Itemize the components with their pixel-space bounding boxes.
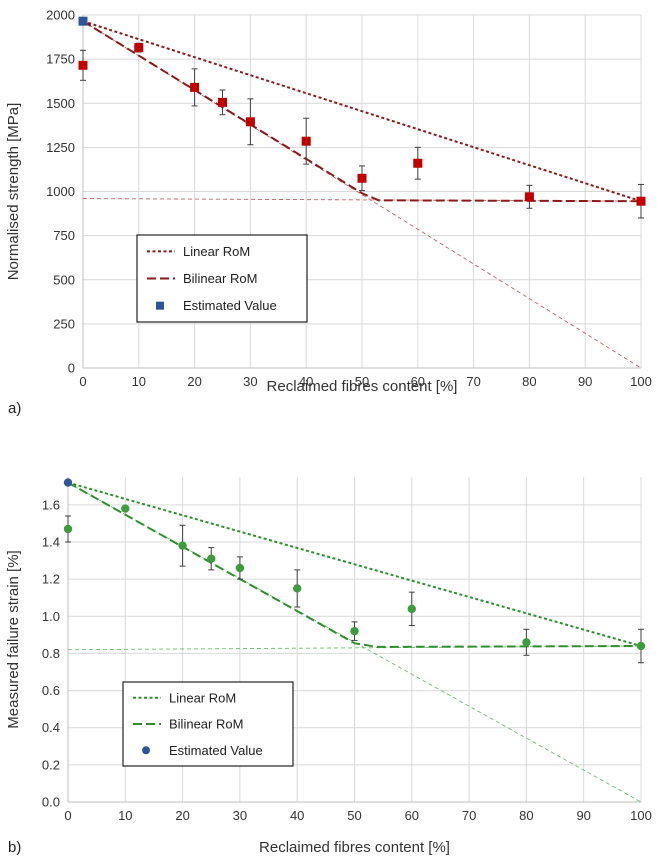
c0-legend-label-estimated-value: Estimated Value <box>183 298 277 313</box>
c1-measured-point <box>207 554 216 563</box>
c0-x-tick-label: 10 <box>132 374 146 389</box>
c0-x-tick-label: 50 <box>355 374 369 389</box>
c0-y-tick-label: 1250 <box>46 140 75 155</box>
c1-x-tick-label: 60 <box>405 808 419 823</box>
c1-y-tick-label: 1.2 <box>42 572 60 587</box>
c0-panel-label: a) <box>8 400 21 417</box>
c1-legend-label-bilinear-rom: Bilinear RoM <box>169 717 243 732</box>
c1-x-tick-label: 10 <box>118 808 132 823</box>
c1-guide-line <box>67 645 642 651</box>
c0-legend: Linear RoM Bilinear RoM Estimated Value <box>136 234 308 323</box>
c0-legend-label-linear-rom: Linear RoM <box>183 244 250 259</box>
c1-y-tick-label: 0.6 <box>42 683 60 698</box>
c0-linear-rom-line <box>82 20 642 203</box>
c0-y-tick-label: 500 <box>53 272 75 287</box>
c0-legend-swatch-estimated-value <box>156 301 164 310</box>
c1-measured-point <box>350 626 359 636</box>
c0-measured-point <box>413 158 423 168</box>
c0-x-tick-label: 20 <box>187 374 201 389</box>
c1-measured-point <box>636 641 646 651</box>
c0-y-tick-label: 1750 <box>46 52 75 67</box>
c0-x-tick-label: 40 <box>299 374 313 389</box>
c1-x-tick-label: 0 <box>64 808 71 823</box>
c0-y-axis-label: Normalised strength [MPa] <box>5 103 22 281</box>
c0-x-tick-label: 90 <box>578 374 592 389</box>
c0-measured-point <box>190 82 200 92</box>
c1-y-tick-label: 1.4 <box>42 535 60 550</box>
c0-x-tick-label: 60 <box>411 374 425 389</box>
c1-measured-point <box>522 638 531 647</box>
c1-guide-line <box>67 482 642 803</box>
c1-x-tick-label: 30 <box>233 808 247 823</box>
c1-x-tick-label: 90 <box>576 808 590 823</box>
c1-measured-point <box>178 541 187 550</box>
c0-measured-point <box>134 43 144 53</box>
c0-x-tick-label: 0 <box>79 374 86 389</box>
c1-y-tick-label: 0.8 <box>42 646 60 661</box>
c1-legend: Linear RoM Bilinear RoM Estimated Value <box>122 681 294 767</box>
c1-x-tick-label: 50 <box>347 808 361 823</box>
c0-measured-point <box>636 196 646 206</box>
c0-y-tick-label: 1500 <box>46 96 75 111</box>
c1-y-tick-label: 1.0 <box>42 609 60 624</box>
c1-measured-point <box>407 604 416 614</box>
c0-measured-point <box>78 60 88 70</box>
c0-x-tick-label: 30 <box>243 374 257 389</box>
c0-measured-point <box>218 97 227 107</box>
c1-y-axis-label: Measured failure strain [%] <box>5 550 22 728</box>
c0-x-tick-label: 100 <box>630 374 652 389</box>
c0-y-tick-label: 750 <box>53 228 75 243</box>
c0-measured-point <box>524 192 534 202</box>
c1-panel-label: b) <box>8 839 21 856</box>
c0-measured-point <box>301 136 311 146</box>
c0-x-tick-label: 70 <box>466 374 480 389</box>
c0-y-tick-label: 2000 <box>46 8 75 23</box>
c1-x-tick-label: 80 <box>519 808 533 823</box>
c1-x-axis-label: Reclaimed fibres content [%] <box>259 839 450 856</box>
c0-x-tick-label: 80 <box>522 374 536 389</box>
c1-measured-point <box>63 524 73 534</box>
c1-y-tick-label: 0.0 <box>42 795 60 810</box>
c1-x-tick-label: 100 <box>630 808 652 823</box>
c1-x-tick-label: 20 <box>175 808 189 823</box>
c1-measured-point <box>293 584 302 593</box>
c1-legend-swatch-estimated-value <box>142 746 150 755</box>
c0-guide-line <box>82 20 642 369</box>
c0-x-axis-label: Reclaimed fibres content [%] <box>267 378 458 395</box>
c0-y-tick-label: 1000 <box>46 184 75 199</box>
chart-strength: 0 10 20 30 40 50 60 70 80 90 100025050075010001250… <box>5 8 652 418</box>
c0-legend-label-bilinear-rom: Bilinear RoM <box>183 271 257 286</box>
c1-legend-label-linear-rom: Linear RoM <box>169 690 236 705</box>
c0-measured-point <box>357 173 367 183</box>
c1-y-tick-label: 0.2 <box>42 757 60 772</box>
c1-measured-point <box>121 504 130 513</box>
c1-legend-label-estimated-value: Estimated Value <box>169 743 263 758</box>
c1-estimated-value-point <box>63 478 73 487</box>
c0-estimated-value-point <box>78 16 88 26</box>
c0-y-tick-label: 0 <box>68 361 75 376</box>
chart-failure-strain: 0 10 20 30 40 50 60 70 80 90 100 0.0 0.2 0.4 0.6 0.8 1.0… <box>5 477 652 856</box>
c0-measured-point <box>245 117 255 127</box>
c1-linear-rom-line <box>67 481 642 647</box>
c1-x-tick-label: 40 <box>290 808 304 823</box>
c0-y-tick-label: 250 <box>53 316 75 331</box>
c1-y-tick-label: 1.6 <box>42 497 60 512</box>
c1-x-tick-label: 70 <box>462 808 476 823</box>
c1-measured-point <box>235 563 245 573</box>
c1-y-tick-label: 0.4 <box>42 720 60 735</box>
